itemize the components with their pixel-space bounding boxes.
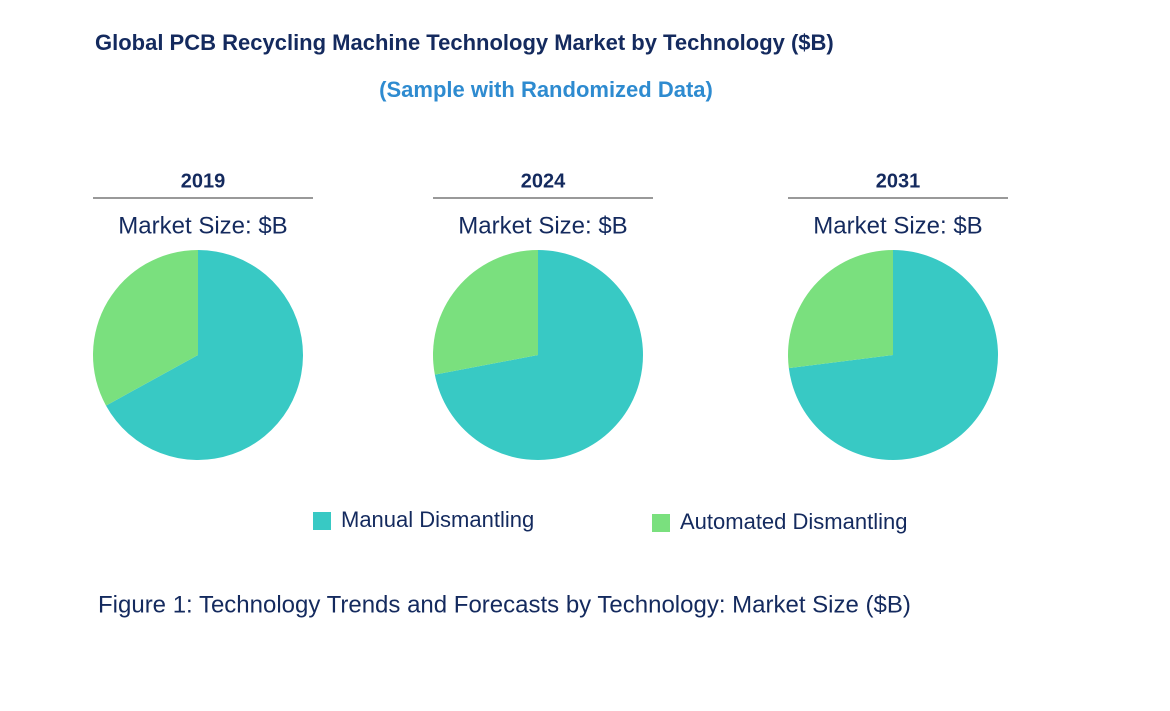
pie-subtitle: Market Size: $B: [458, 212, 627, 239]
pie-slice: [92, 250, 198, 406]
legend-swatch: [652, 514, 670, 532]
pie-subtitle: Market Size: $B: [813, 212, 982, 239]
main-subtitle: (Sample with Randomized Data): [379, 77, 713, 102]
pie-title: 2019: [181, 170, 226, 192]
pie-slice: [787, 250, 893, 369]
pie-title: 2031: [876, 170, 921, 192]
main-title: Global PCB Recycling Machine Technology …: [95, 30, 834, 55]
caption: Figure 1: Technology Trends and Forecast…: [98, 591, 911, 618]
pie-slice: [788, 250, 998, 460]
pie-slice: [105, 250, 304, 460]
pie-subtitle: Market Size: $B: [118, 212, 287, 239]
legend-label: Manual Dismantling: [341, 507, 534, 532]
pie-slice: [434, 250, 643, 460]
pie-slice: [433, 250, 538, 375]
legend-label: Automated Dismantling: [680, 509, 907, 534]
pie-title: 2024: [521, 170, 566, 192]
legend-swatch: [313, 512, 331, 530]
